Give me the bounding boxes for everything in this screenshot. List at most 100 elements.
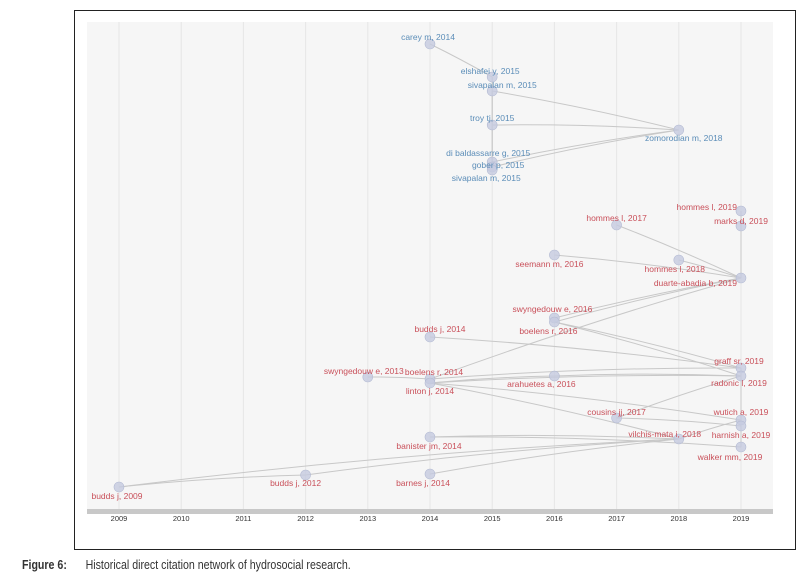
citation-edge	[554, 373, 742, 377]
node-label: carey m, 2014	[401, 32, 455, 42]
citation-edge	[554, 321, 742, 369]
node-label: budds j, 2012	[270, 478, 321, 488]
node-label: boelens r, 2014	[405, 367, 463, 377]
caption-label: Figure 6:	[22, 558, 67, 572]
paper-node[interactable]	[735, 441, 747, 453]
node-label: graff sr, 2019	[714, 356, 764, 366]
node-label: harnish a, 2019	[712, 430, 771, 440]
node-label: duarte-abadia b, 2019	[654, 278, 737, 288]
figure-frame	[74, 10, 796, 550]
node-label: walker mm, 2019	[697, 452, 763, 462]
node-label: cousins jj, 2017	[587, 407, 646, 417]
paper-node[interactable]	[611, 219, 622, 231]
x-tick-label: 2017	[608, 514, 625, 523]
node-label: di baldassarre g, 2015	[446, 148, 530, 158]
citation-edge	[429, 367, 742, 380]
citation-edge	[554, 277, 742, 323]
citation-edge	[678, 259, 742, 279]
citation-edge	[492, 124, 679, 131]
paper-node[interactable]	[549, 370, 560, 382]
node-label: sivapalan m, 2015	[468, 80, 537, 90]
citation-edge	[429, 277, 742, 380]
node-label: wutich a, 2019	[713, 407, 769, 417]
node-label: zomorodian m, 2018	[645, 133, 723, 143]
x-tick-label: 2011	[235, 514, 251, 523]
citation-edge	[429, 43, 493, 78]
node-label: swyngedouw e, 2016	[512, 304, 592, 314]
node-label: budds j, 2014	[414, 324, 465, 334]
node-label: swyngedouw e, 2013	[324, 366, 404, 376]
node-label: budds j, 2009	[91, 491, 142, 501]
paper-node[interactable]	[424, 431, 436, 443]
citation-edge	[616, 375, 742, 419]
x-tick-label: 2009	[111, 514, 128, 523]
citation-edge	[429, 438, 679, 475]
citation-edge	[118, 438, 679, 488]
paper-node[interactable]	[735, 370, 747, 382]
paper-node[interactable]	[735, 272, 747, 284]
citation-edge	[492, 129, 679, 163]
node-label: boelens r, 2016	[519, 326, 577, 336]
paper-node[interactable]	[362, 371, 374, 383]
citation-edge	[616, 417, 742, 427]
citation-edge	[429, 374, 742, 384]
citation-edge	[492, 90, 679, 131]
caption-text: Historical direct citation network of hy…	[85, 558, 351, 572]
x-tick-label: 2012	[297, 514, 314, 523]
paper-node[interactable]	[424, 38, 436, 50]
paper-node[interactable]	[735, 205, 747, 217]
paper-node[interactable]	[673, 433, 685, 445]
node-label: seemann m, 2016	[515, 259, 583, 269]
x-tick-label: 2015	[484, 514, 501, 523]
citation-edge	[678, 419, 742, 440]
citation-edge	[429, 382, 742, 421]
node-label: banister jm, 2014	[396, 441, 461, 451]
citation-edge	[118, 474, 306, 488]
paper-node[interactable]	[486, 119, 498, 131]
paper-node[interactable]	[673, 124, 685, 136]
node-label: hommes l, 2018	[645, 264, 706, 274]
paper-node[interactable]	[735, 220, 747, 232]
paper-node[interactable]	[486, 71, 498, 83]
node-label: gober p, 2015	[472, 160, 525, 170]
citation-edge	[492, 129, 679, 168]
citation-edge	[305, 438, 679, 476]
paper-node[interactable]	[424, 331, 436, 343]
x-tick-label: 2016	[546, 514, 563, 523]
paper-node[interactable]	[673, 254, 685, 266]
paper-node[interactable]	[424, 468, 436, 480]
node-label: arahuetes a, 2016	[507, 379, 576, 389]
citation-edge	[429, 436, 742, 448]
citation-edge	[554, 321, 742, 377]
citation-edge	[429, 375, 555, 384]
paper-node[interactable]	[486, 164, 498, 176]
node-label: troy tj, 2015	[470, 113, 515, 123]
x-tick-label: 2010	[173, 514, 190, 523]
paper-node[interactable]	[549, 249, 560, 261]
figure-caption: Figure 6: Historical direct citation netw…	[22, 558, 351, 572]
citation-edge	[429, 434, 679, 440]
paper-node[interactable]	[611, 412, 622, 424]
paper-node[interactable]	[424, 377, 436, 389]
x-tick-label: 2018	[670, 514, 687, 523]
node-label: radonic l, 2019	[711, 378, 767, 388]
citation-edge	[616, 224, 742, 279]
node-label: elshafei y, 2015	[461, 66, 520, 76]
node-label: vilchis-mata i, 2018	[628, 429, 701, 439]
node-label: hommes l, 2019	[677, 202, 738, 212]
node-label: hommes l, 2017	[586, 213, 647, 223]
paper-node[interactable]	[735, 420, 747, 432]
citation-edge	[554, 254, 742, 279]
axis-bar	[87, 509, 773, 514]
node-label: linton j, 2014	[406, 386, 454, 396]
paper-node[interactable]	[300, 469, 311, 481]
paper-node[interactable]	[486, 85, 498, 97]
citation-edge	[429, 382, 679, 440]
x-tick-label: 2019	[733, 514, 750, 523]
paper-node[interactable]	[549, 316, 560, 328]
x-tick-label: 2014	[422, 514, 439, 523]
node-label: marks d, 2019	[714, 216, 768, 226]
x-tick-label: 2013	[359, 514, 376, 523]
node-label: sivapalan m, 2015	[452, 173, 521, 183]
paper-node[interactable]	[113, 481, 125, 493]
